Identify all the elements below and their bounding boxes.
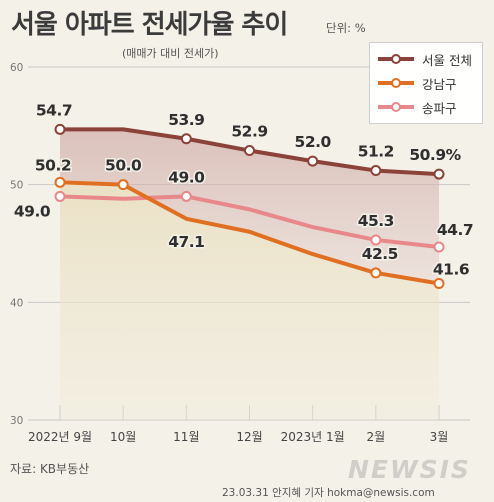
data-label-gangnam: 42.5 xyxy=(362,245,398,263)
data-point-seoul xyxy=(180,133,192,145)
data-point-gangnam xyxy=(370,267,382,279)
y-tick-label: 40 xyxy=(10,297,23,309)
legend-item-seoul: 서울 전체 xyxy=(376,49,472,69)
data-point-songpa xyxy=(433,241,445,253)
data-point-seoul xyxy=(433,168,445,180)
legend-swatch-gangnam xyxy=(378,78,414,88)
x-tick-label: 12월 xyxy=(236,430,262,444)
x-tick-label: 2월 xyxy=(366,430,385,444)
data-point-seoul xyxy=(244,145,255,157)
data-point-gangnam xyxy=(117,179,129,191)
legend-swatch-seoul xyxy=(378,54,414,64)
data-point-gangnam xyxy=(433,278,445,290)
area-band-gangnam xyxy=(60,182,439,420)
x-tick-label: 11월 xyxy=(173,430,199,444)
data-point-seoul xyxy=(54,123,66,135)
y-tick-label: 30 xyxy=(10,415,23,427)
data-label-seoul: 54.7 xyxy=(36,101,72,119)
watermark-logo: NEWSIS xyxy=(348,455,471,484)
x-tick-label: 2022년 9월 xyxy=(28,430,92,444)
data-point-gangnam xyxy=(54,176,66,188)
legend-label-gangnam: 강남구 xyxy=(422,76,457,92)
legend-swatch-songpa xyxy=(378,102,414,112)
credit-line: 23.03.31 안지혜 기자 hokma@newsis.com xyxy=(222,487,435,499)
data-label-seoul: 52.0 xyxy=(295,133,332,151)
source-note: 자료: KB부동산 xyxy=(10,462,90,476)
data-label-seoul: 53.9 xyxy=(168,111,204,129)
page-title: 서울 아파트 전세가율 추이 xyxy=(11,10,288,40)
data-point-songpa xyxy=(54,190,66,202)
data-label-gangnam: 47.1 xyxy=(168,233,204,251)
data-label-songpa: 44.7 xyxy=(437,221,473,239)
x-tick-label: 3월 xyxy=(430,430,449,444)
data-point-seoul xyxy=(307,155,319,167)
data-label-gangnam: 50.2 xyxy=(35,156,71,174)
chart-subtitle: (매매가 대비 전세가) xyxy=(122,47,219,60)
legend-item-songpa: 송파구 xyxy=(376,97,457,117)
legend-label-songpa: 송파구 xyxy=(422,100,457,116)
data-label-seoul: 50.9% xyxy=(409,146,461,164)
unit-label: 단위: % xyxy=(326,21,366,35)
data-label-gangnam: 41.6 xyxy=(433,261,469,279)
legend-item-gangnam: 강남구 xyxy=(376,73,457,93)
x-tick-label: 10월 xyxy=(110,430,136,444)
chart-legend: 서울 전체 강남구 송파구 xyxy=(369,42,483,124)
data-label-songpa: 49.0 xyxy=(14,202,51,220)
y-tick-label: 50 xyxy=(10,180,23,192)
data-point-songpa xyxy=(180,190,192,202)
data-point-songpa xyxy=(370,234,382,246)
x-tick-label: 2023년 1월 xyxy=(281,430,345,444)
data-label-songpa: 49.0 xyxy=(168,168,205,186)
data-label-seoul: 52.9 xyxy=(231,123,267,141)
data-point-seoul xyxy=(370,165,382,177)
y-tick-label: 60 xyxy=(10,62,23,74)
data-label-seoul: 51.2 xyxy=(358,143,394,161)
data-label-gangnam: 50.0 xyxy=(105,157,142,175)
area-band-seoul xyxy=(60,129,439,284)
legend-label-seoul: 서울 전체 xyxy=(422,52,472,68)
data-label-songpa: 45.3 xyxy=(358,212,394,230)
